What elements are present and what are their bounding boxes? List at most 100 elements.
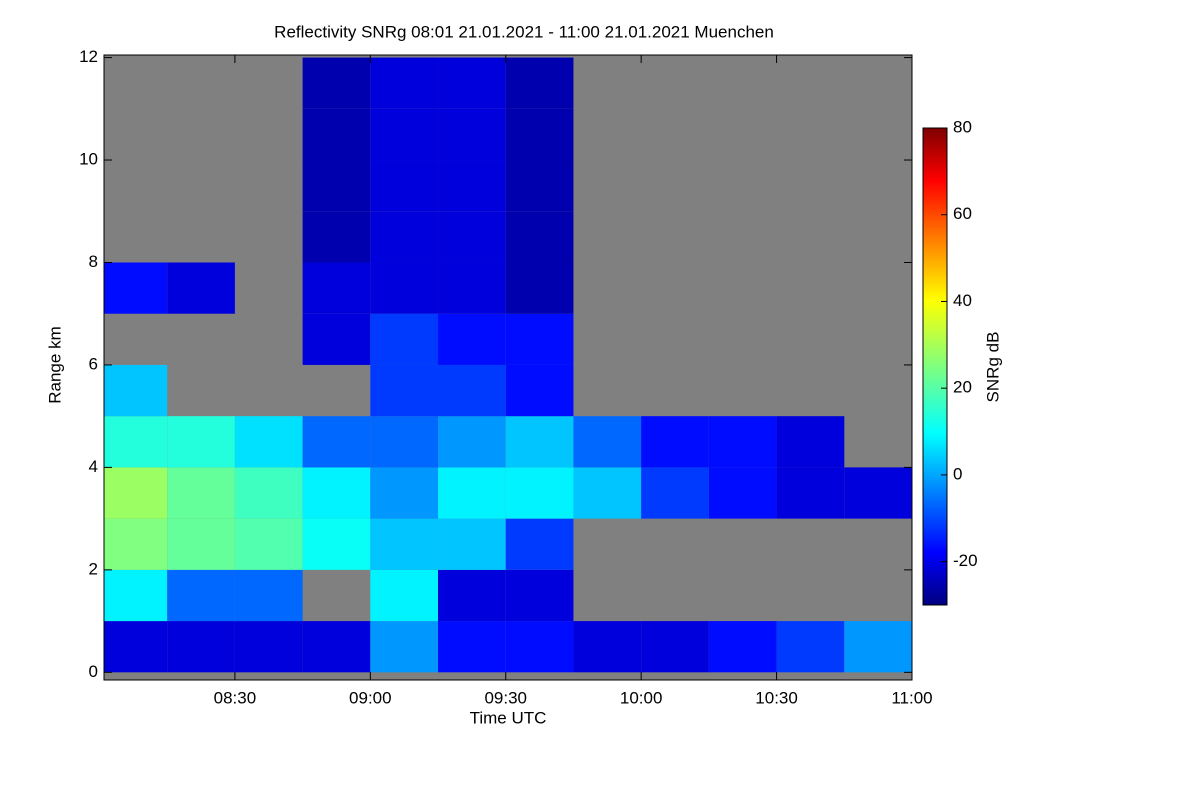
heat-cell (167, 518, 235, 570)
heat-cell (370, 160, 439, 212)
y-axis-label: Range km (45, 326, 64, 403)
heat-cell (505, 518, 574, 570)
heat-cell (370, 262, 439, 314)
heat-cell (302, 313, 371, 365)
heat-cell (302, 467, 371, 519)
colorbar-tick-label: 60 (953, 204, 972, 223)
heat-cell (708, 621, 777, 673)
heat-cell (438, 416, 506, 468)
plot-area (104, 55, 912, 680)
heat-cell (573, 621, 642, 673)
heat-cell (234, 416, 303, 468)
heat-cell (505, 57, 574, 109)
colorbar-label: SNRg dB (983, 332, 1002, 403)
heat-cell (234, 467, 303, 519)
heat-cell (370, 313, 439, 365)
heat-cell (104, 518, 168, 570)
x-tick-label: 09:30 (484, 688, 527, 707)
heat-cell (708, 467, 777, 519)
heat-cell (505, 160, 574, 212)
heat-cell (505, 108, 574, 161)
heat-cell (438, 160, 506, 212)
heat-cell (438, 518, 506, 570)
heat-cell (505, 467, 574, 519)
heat-cell (302, 57, 371, 109)
heat-cell (708, 416, 777, 468)
heat-cell (302, 262, 371, 314)
heat-cell (370, 57, 439, 109)
heat-cell (234, 518, 303, 570)
colorbar-tick-label: 0 (953, 464, 962, 483)
heat-cell (167, 467, 235, 519)
colorbar (922, 127, 948, 606)
heat-cell (438, 364, 506, 417)
x-tick-label: 10:00 (620, 688, 663, 707)
colorbar-tick-label: 40 (953, 291, 972, 310)
heat-cell (302, 416, 371, 468)
heat-cell (234, 569, 303, 622)
y-tick-label: 8 (89, 252, 98, 271)
heat-cell (104, 416, 168, 468)
heat-cell (641, 621, 709, 673)
heat-cell (776, 621, 845, 673)
heat-cell (370, 364, 439, 417)
heat-cell (104, 364, 168, 417)
heat-cell (302, 108, 371, 161)
heat-cell (370, 467, 439, 519)
colorbar-tick-label: 20 (953, 378, 972, 397)
heat-cell (370, 569, 439, 622)
heat-cell (505, 569, 574, 622)
heat-cell (167, 416, 235, 468)
heat-cell (167, 569, 235, 622)
heat-cell (438, 621, 506, 673)
heat-cell (234, 621, 303, 673)
x-axis-label: Time UTC (470, 708, 547, 727)
heat-cell (302, 621, 371, 673)
heat-cell (641, 416, 709, 468)
heat-cell (844, 621, 912, 673)
heat-cell (167, 621, 235, 673)
plot-frame (103, 54, 913, 681)
heat-cell (573, 416, 642, 468)
heat-cell (505, 364, 574, 417)
y-tick-label: 10 (79, 150, 98, 169)
heat-cell (438, 569, 506, 622)
heat-cell (438, 108, 506, 161)
x-tick-label: 08:30 (214, 688, 257, 707)
heat-cell (438, 313, 506, 365)
heat-cell (104, 467, 168, 519)
heat-cell (302, 518, 371, 570)
y-tick-label: 12 (79, 47, 98, 66)
heat-cell (370, 518, 439, 570)
heat-cell (505, 262, 574, 314)
heat-cell (505, 621, 574, 673)
x-tick-label: 09:00 (349, 688, 392, 707)
heat-cell (438, 211, 506, 263)
heat-cell (505, 211, 574, 263)
colorbar-tick-label: -20 (953, 551, 978, 570)
y-tick-label: 4 (89, 457, 98, 476)
y-tick-label: 6 (89, 354, 98, 373)
colorbar-tick-label: 80 (953, 117, 972, 136)
heat-cell (844, 467, 912, 519)
heat-cell (438, 467, 506, 519)
heat-cell (167, 262, 235, 314)
heat-cell (104, 262, 168, 314)
heat-cell (370, 621, 439, 673)
heat-cell (302, 160, 371, 212)
heat-cell (641, 467, 709, 519)
chart-title: Reflectivity SNRg 08:01 21.01.2021 - 11:… (274, 22, 774, 41)
x-tick-label: 11:00 (891, 688, 932, 707)
y-tick-label: 0 (89, 662, 98, 681)
heat-cell (370, 416, 439, 468)
heat-cell (438, 57, 506, 109)
heat-cell (370, 211, 439, 263)
heat-cell (302, 211, 371, 263)
heat-cell (776, 467, 845, 519)
heat-cell (104, 621, 168, 673)
heat-cell (505, 313, 574, 365)
heat-cell (573, 467, 642, 519)
y-tick-label: 2 (89, 559, 98, 578)
heat-cell (438, 262, 506, 314)
